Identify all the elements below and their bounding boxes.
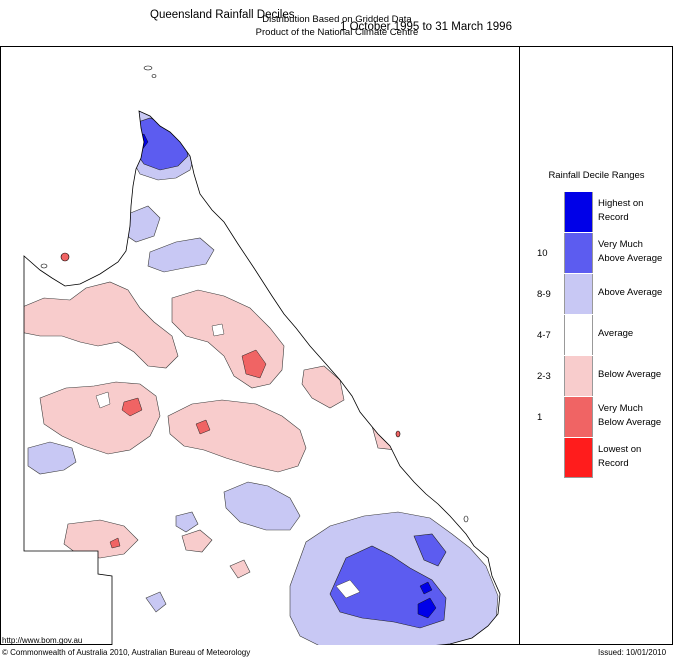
hole-2 [211, 323, 225, 337]
island-3 [40, 263, 48, 269]
legend-label-line1-0: Highest on [598, 198, 644, 209]
legend-range-1: 10 [537, 248, 548, 259]
legend-label-line2-6: Record [598, 458, 629, 469]
south-east-highest [417, 597, 437, 619]
legend-label-2: Above Average [598, 286, 670, 300]
darling-downs-very-above [329, 545, 447, 629]
legend-label-line1-2: Above Average [598, 287, 663, 298]
north-west-below [24, 281, 179, 369]
hole-3 [335, 579, 361, 599]
legend-swatch-1 [564, 233, 593, 273]
legend-range-4: 2-3 [537, 371, 551, 382]
central-very-below-2 [195, 419, 211, 435]
legend-swatch-0 [564, 192, 593, 232]
west-above [27, 441, 77, 475]
south-below-small [229, 559, 251, 579]
legend-divider [519, 46, 520, 645]
queensland-rainfall-map [23, 65, 501, 645]
south-east-very-above-2 [413, 533, 447, 567]
island-1 [143, 65, 153, 71]
north-central-above [147, 237, 215, 273]
coastal-below-1 [301, 365, 345, 409]
legend-label-line2-0: Record [598, 212, 629, 223]
mornington-island [60, 252, 70, 262]
south-above-small [145, 591, 167, 613]
very-much-below-areas [109, 349, 267, 549]
legend-label-3: Average [598, 327, 670, 341]
islands [40, 65, 469, 523]
legend-swatch-5 [564, 397, 593, 437]
south-east-highest-2 [419, 581, 433, 595]
legend-label-1: Very Much Above Average [598, 238, 670, 266]
legend-label-line1-4: Below Average [598, 369, 662, 380]
central-above-1 [223, 481, 301, 531]
legend-label-6: Lowest on Record [598, 443, 670, 471]
map-title-bar: Queensland Rainfall Deciles 1 October 19… [0, 0, 674, 33]
legend-label-5: Very Much Below Average [598, 402, 670, 430]
footer-copyright: © Commonwealth of Australia 2010, Austra… [2, 648, 251, 657]
legend-title: Rainfall Decile Ranges [548, 170, 645, 181]
legend-range-3: 4-7 [537, 330, 551, 341]
island-5 [463, 515, 469, 523]
map-period: 1 October 1995 to 31 March 1996 [340, 21, 512, 33]
legend-swatch-3 [564, 315, 593, 355]
south-west-very-below [109, 537, 121, 549]
legend-range-2: 8-9 [537, 289, 551, 300]
legend-swatch-6 [564, 438, 593, 478]
map-subtitle-distribution: Distribution Based on Gridded Data [262, 14, 412, 25]
legend-range-5: 1 [537, 412, 543, 423]
legend-swatch-4 [564, 356, 593, 396]
footer-url[interactable]: http://www.bom.gov.au [2, 636, 83, 645]
legend-label-4: Below Average [598, 368, 670, 382]
legend-label-0: Highest on Record [598, 197, 670, 225]
legend-label-line1-1: Very Much [598, 239, 643, 250]
central-below [167, 399, 307, 473]
central-south-below [181, 529, 213, 553]
very-much-above-areas [131, 117, 447, 629]
legend-label-line2-5: Below Average [598, 417, 662, 428]
legend-label-line2-1: Above Average [598, 253, 663, 264]
central-above-2 [175, 511, 199, 533]
island-4 [395, 430, 401, 438]
legend-label-line1-5: Very Much [598, 403, 643, 414]
legend-swatch-2 [564, 274, 593, 314]
west-very-below [121, 397, 143, 417]
legend-label-line1-6: Lowest on [598, 444, 642, 455]
footer-issued: Issued: 10/01/2010 [598, 648, 667, 657]
map-subtitle-product: Product of the National Climate Centre [255, 27, 419, 38]
south-west-below [63, 519, 139, 559]
average-holes [95, 323, 361, 599]
west-central-below [39, 381, 161, 455]
legend-label-line1-3: Average [598, 328, 634, 339]
island-2 [151, 74, 157, 78]
hole-1 [95, 391, 111, 409]
central-very-below-1 [241, 349, 267, 379]
map-title: Queensland Rainfall Deciles [150, 9, 295, 21]
